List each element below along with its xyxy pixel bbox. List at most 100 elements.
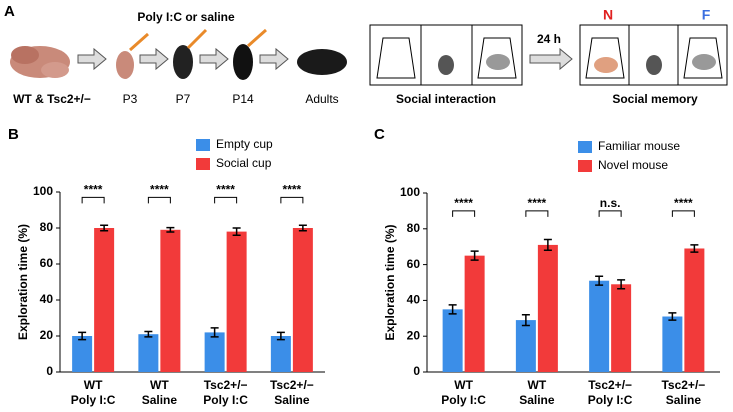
familiar-label: F [702,7,711,23]
error-bar [210,327,219,338]
error-bar [276,331,285,341]
y-tick-label: 60 [407,257,421,271]
panel-label: A [4,3,15,20]
y-tick-label: 100 [33,184,53,198]
x-tick-label: Poly I:C [203,393,248,407]
novel-label: N [603,7,613,23]
y-tick-label: 0 [46,364,53,378]
phase-label: Social memory [612,92,698,106]
bar [226,231,247,372]
error-bar [166,226,175,233]
age: P7 [176,92,191,106]
error-bar [595,275,604,286]
y-tick-label: 20 [40,328,54,342]
bar [464,255,485,372]
x-tick-label: Poly I:C [71,393,116,407]
sig-label: **** [216,183,235,197]
bar [589,280,610,372]
arrows [77,47,573,71]
sig-bracket [598,210,622,217]
mice [116,28,347,80]
y-tick-label: 0 [413,364,420,378]
legend-swatch [578,160,592,172]
age: P3 [123,92,138,106]
error-bar [100,224,109,232]
x-tick-label: WT [528,378,547,392]
legend-label: Novel mouse [598,158,668,172]
sig-bracket [280,196,304,204]
y-tick-label: 100 [400,185,420,199]
age: Adults [305,92,338,106]
genotype: WT & Tsc2+/− [13,92,91,106]
sig-bracket [81,196,105,204]
y-tick-label: 80 [40,220,54,234]
bar [160,229,181,372]
pups [10,46,70,78]
bar [138,334,159,372]
sig-bracket [452,210,476,217]
x-tick-label: Tsc2+/− [204,378,248,392]
x-tick-label: Saline [519,393,555,407]
memory-arena [579,24,728,86]
sig-label: n.s. [600,196,621,210]
error-bar [521,313,530,327]
error-bar [448,304,457,315]
bar [72,336,93,372]
error-bar [543,238,552,252]
treatment: Poly I:C or saline [137,10,235,24]
sig-label: **** [84,183,103,197]
legend-swatch [578,141,592,153]
x-tick-label: Poly I:C [441,393,486,407]
bar [537,244,558,372]
legend-swatch [196,139,210,151]
bar [662,316,683,372]
interval: 24 h [537,32,561,46]
sig-label: **** [150,183,169,197]
sig-bracket [214,196,238,204]
x-tick-label: WT [84,378,103,392]
error-bar [668,312,677,321]
bar [292,228,313,372]
x-tick-label: Tsc2+/− [270,378,314,392]
sig-label: **** [454,196,473,210]
bar [515,320,536,372]
x-tick-label: Tsc2+/− [588,378,632,392]
y-tick-label: 40 [40,292,54,306]
x-tick-label: WT [454,378,473,392]
y-axis-label: Exploration time (%) [16,224,30,340]
bar [94,228,115,372]
x-tick-label: Saline [142,393,178,407]
y-axis-label: Exploration time (%) [383,224,397,340]
interaction-arena [369,24,523,86]
legend-label: Empty cup [216,137,273,151]
y-tick-label: 80 [407,221,421,235]
error-bar [78,331,87,341]
legend-swatch [196,158,210,170]
error-bar [470,250,479,261]
y-tick-label: 40 [407,293,421,307]
x-tick-label: Poly I:C [588,393,633,407]
bar [204,332,225,372]
x-tick-label: Saline [274,393,310,407]
x-tick-label: WT [150,378,169,392]
y-tick-label: 20 [407,328,421,342]
sig-bracket [525,210,549,217]
error-bar [144,330,153,338]
phase-label: Social interaction [396,92,496,106]
y-tick-label: 60 [40,256,54,270]
legend-label: Familiar mouse [598,139,680,153]
sig-bracket [147,196,171,204]
bar [442,309,463,372]
sig-label: **** [528,196,547,210]
x-tick-label: Tsc2+/− [661,378,705,392]
sig-label: **** [283,183,302,197]
legend-label: Social cup [216,156,272,170]
x-tick-label: Saline [666,393,702,407]
panel-label: B [8,126,19,143]
sig-bracket [671,210,695,217]
bar [611,284,632,372]
error-bar [690,244,699,253]
error-bar [298,224,307,232]
panel-label: C [374,126,385,143]
